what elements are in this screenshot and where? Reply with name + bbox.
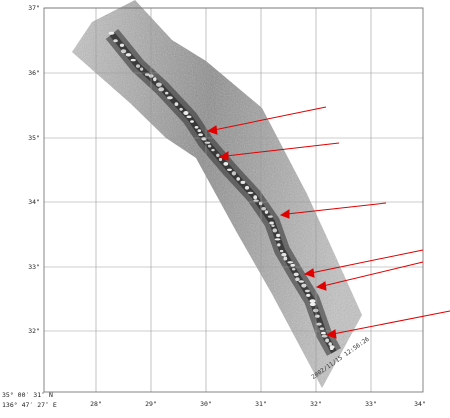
bright-target: [197, 129, 202, 133]
bright-target: [269, 221, 274, 225]
bright-target: [276, 233, 281, 238]
y-tick-32: 32": [28, 327, 40, 335]
bright-target: [329, 345, 335, 349]
origin-lon-label: 136° 47′ 27″ E: [2, 401, 57, 409]
bright-target: [292, 268, 296, 271]
x-tick-30: 30": [200, 400, 212, 408]
bright-target: [113, 39, 118, 43]
map-frame: [43, 7, 424, 393]
annotation-arrows: [206, 106, 450, 339]
bright-target: [309, 302, 316, 307]
bright-target: [283, 256, 288, 261]
bright-target: [279, 249, 284, 253]
y-tick-35: 35": [28, 134, 40, 142]
bright-target: [119, 43, 125, 47]
red-arrow-icon: [218, 142, 340, 161]
bright-target: [253, 195, 258, 200]
bright-target: [305, 289, 310, 293]
bright-target: [167, 96, 173, 100]
bright-target: [281, 252, 287, 257]
bright-target: [179, 107, 183, 111]
x-tick-28: 28": [90, 400, 102, 408]
sonar-swath: [72, 0, 362, 388]
bright-target: [218, 157, 223, 162]
bright-target: [186, 115, 192, 119]
bright-target: [306, 293, 311, 297]
bright-target: [236, 177, 240, 181]
bright-target: [272, 228, 278, 233]
red-arrow-icon: [206, 106, 327, 135]
bright-target: [319, 327, 325, 331]
bright-target: [267, 215, 273, 218]
bright-target: [274, 238, 281, 241]
red-arrow-icon: [315, 261, 424, 291]
bright-target: [174, 102, 179, 106]
bright-target: [121, 49, 127, 54]
bright-target: [309, 299, 316, 303]
bright-target: [204, 141, 211, 144]
bright-target: [211, 148, 215, 152]
bright-target: [298, 280, 304, 283]
bright-target: [144, 73, 150, 76]
bright-target: [207, 144, 212, 148]
bright-target: [136, 64, 140, 68]
bright-target: [329, 347, 334, 350]
bright-target: [295, 277, 300, 282]
bright-target: [321, 331, 326, 335]
bright-target: [244, 185, 250, 190]
bright-target: [247, 191, 254, 194]
red-arrow-icon: [325, 310, 450, 339]
bright-target: [271, 224, 275, 227]
bright-target: [240, 180, 246, 184]
bright-target: [287, 261, 294, 264]
bright-target: [231, 171, 237, 176]
red-arrow-icon: [279, 202, 387, 219]
bright-target: [328, 342, 332, 346]
bright-target: [216, 153, 220, 157]
bright-target: [190, 120, 194, 123]
x-tick-34: 34": [414, 400, 426, 408]
y-tick-37: 37": [28, 4, 40, 12]
bright-target: [158, 87, 165, 92]
bright-target: [277, 243, 281, 247]
y-tick-36: 36": [28, 69, 40, 77]
bright-target: [314, 314, 320, 318]
bright-target: [108, 31, 115, 35]
bright-target: [253, 199, 259, 202]
bright-target: [140, 67, 144, 71]
bright-target: [223, 162, 229, 166]
bright-target: [130, 58, 136, 62]
bright-target: [183, 111, 189, 115]
bright-target: [156, 82, 162, 87]
x-tick-29: 29": [145, 400, 157, 408]
origin-lat-label: 35° 00′ 31″ N: [2, 391, 53, 399]
y-tick-34: 34": [28, 198, 40, 206]
bright-target: [321, 334, 328, 338]
bright-target: [227, 168, 232, 171]
bright-target: [301, 283, 307, 288]
bright-target: [290, 263, 296, 267]
bright-target: [194, 126, 199, 129]
y-tick-33: 33": [28, 263, 40, 271]
bright-target: [293, 272, 299, 277]
bright-target: [264, 210, 269, 214]
bright-target: [153, 77, 157, 82]
x-tick-33: 33": [365, 400, 377, 408]
bright-target: [316, 322, 322, 326]
red-arrow-icon: [303, 249, 424, 278]
bright-target: [261, 207, 267, 211]
bright-targets: [108, 31, 335, 350]
bright-target: [325, 338, 329, 343]
bright-target: [198, 133, 203, 136]
x-tick-32: 32": [310, 400, 322, 408]
bright-target: [125, 53, 132, 57]
x-tick-31: 31": [255, 400, 267, 408]
bright-target: [165, 91, 169, 95]
